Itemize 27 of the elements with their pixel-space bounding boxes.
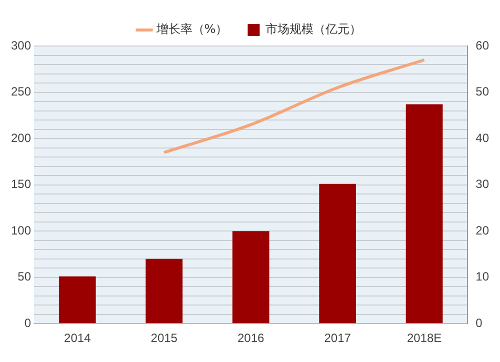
x-tick-label: 2015 bbox=[150, 331, 178, 346]
x-tick-label: 2014 bbox=[64, 331, 92, 346]
y-tick-label: 300 bbox=[10, 38, 32, 52]
x-tick-label: 2016 bbox=[237, 331, 265, 346]
line-series bbox=[162, 58, 426, 154]
y-tick-label: 50 bbox=[18, 270, 32, 284]
y2-tick-label: 10 bbox=[476, 270, 490, 284]
bar bbox=[319, 184, 356, 324]
y2-tick-label: 60 bbox=[476, 38, 490, 52]
bar bbox=[232, 231, 270, 324]
y2-tick-label: 0 bbox=[476, 316, 483, 330]
y2-tick-label: 20 bbox=[476, 223, 490, 238]
y-tick-label: 200 bbox=[10, 130, 32, 145]
bar bbox=[406, 104, 443, 324]
bar bbox=[58, 276, 96, 324]
legend-label: 增长率（%） bbox=[155, 22, 228, 36]
y2-tick-label: 50 bbox=[476, 84, 490, 99]
y2-tick-label: 30 bbox=[476, 177, 490, 192]
y-tick-label: 0 bbox=[24, 316, 32, 330]
x-tick-label: 2017 bbox=[324, 331, 352, 346]
y-tick-label: 250 bbox=[10, 84, 32, 99]
y-tick-label: 150 bbox=[10, 177, 32, 192]
y-tick-label: 100 bbox=[10, 223, 32, 238]
y2-tick-label: 40 bbox=[476, 130, 490, 145]
legend-label: 市场规模（亿元） bbox=[266, 22, 362, 36]
x-tick-label: 2018E bbox=[406, 331, 442, 346]
bar bbox=[146, 258, 183, 324]
